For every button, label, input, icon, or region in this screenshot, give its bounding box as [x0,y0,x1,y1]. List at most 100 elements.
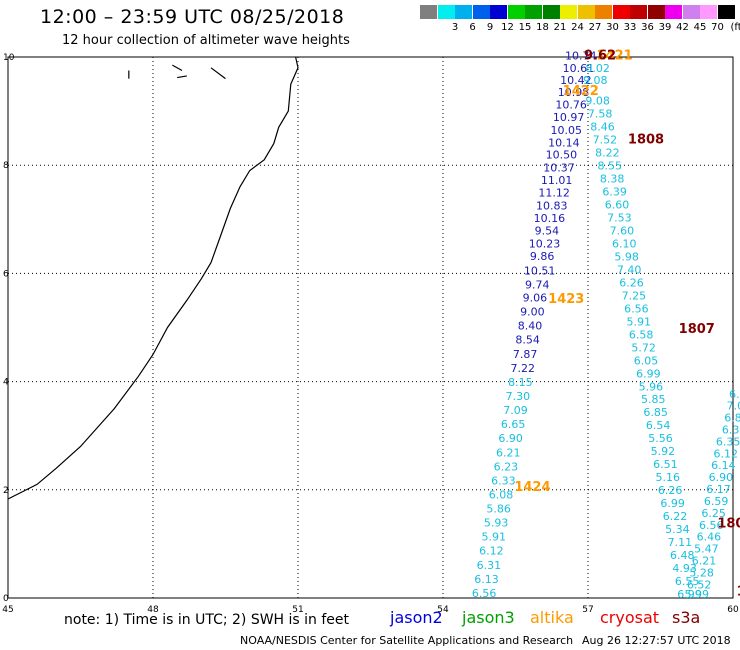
wave-height-value: 6.56 [624,302,649,315]
wave-height-value: 6.55 [675,575,700,588]
scale-label: 39 [658,22,672,33]
wave-height-value: 6.90 [709,471,734,484]
scale-label: 3 [451,22,459,33]
scale-label: 70 [711,22,724,33]
x-tick-label: 45 [2,605,13,615]
scale-swatch [507,5,525,19]
wave-height-value: 10.23 [529,237,561,250]
scale-label: 9 [486,22,494,33]
wave-height-value: 7.40 [617,263,642,276]
wave-height-value: 10.14 [548,136,580,149]
scale-swatch [420,5,437,19]
wave-height-value: 10.50 [546,149,578,162]
wave-height-value: 10.42 [560,74,592,87]
wave-height-value: 6.17 [706,483,731,496]
pass-label: 1421 [596,49,632,64]
island [172,64,183,72]
wave-height-value: 4.93 [672,562,697,575]
x-tick-label: 51 [292,605,303,615]
scale-swatch [717,5,735,19]
scale-label: 15 [518,22,532,33]
wave-height-value: 9.74 [525,279,550,292]
y-tick-label: 4 [3,378,9,388]
wave-height-value: 8.46 [590,121,615,134]
scale-swatch [560,5,577,19]
wave-height-value: 5.98 [614,250,639,263]
wave-height-value: 11.01 [541,174,573,187]
scale-swatch [525,5,542,19]
units-note: note: 1) Time is in UTC; 2) SWH is in fe… [64,612,350,628]
scale-label: 12 [501,22,514,33]
legend-item-jason3: jason3 [462,608,515,627]
scale-label: 42 [676,22,689,33]
wave-height-value: 6.99 [677,588,702,601]
wave-height-value: 6.25 [701,507,726,520]
wave-height-value: 7.0 [727,400,740,413]
wave-height-value: 5.72 [631,341,656,354]
wave-height-value: 9.08 [583,74,608,87]
y-tick-label: 0 [3,594,9,604]
island [177,75,187,79]
pass-label: 1805 [737,584,740,599]
wave-height-value: 10.97 [553,111,585,124]
wave-height-value: 6.21 [496,446,521,459]
wave-height-value: 7.58 [588,108,613,121]
wave-height-value: 6.26 [619,276,644,289]
scale-swatch [437,5,455,19]
wave-height-value: 6.8 [724,412,740,425]
wave-height-value: 6.9 [729,388,740,401]
wave-height-value: 9.08 [585,95,610,108]
scale-swatch [542,5,560,19]
wave-height-value: 5.91 [627,315,652,328]
wave-height-value: 6.23 [494,460,519,473]
wave-height-value: 8.02 [585,62,610,75]
wave-height-value: 6.60 [605,198,630,211]
scale-unit: (ft) [730,22,740,33]
wave-height-value: 5.85 [641,393,666,406]
wave-height-value: 10.16 [534,212,566,225]
wave-height-value: 6.85 [643,406,668,419]
scale-label: 30 [606,22,619,33]
wave-height-value: 5.28 [689,566,714,579]
wave-height-value: 6.58 [629,328,654,341]
wave-height-value: 6.65 [501,418,526,431]
island [210,67,226,80]
wave-height-value: 6.90 [498,432,523,445]
wave-height-value: 8.54 [515,334,540,347]
scale-label: 18 [536,22,549,33]
legend-item-altika: altika [530,608,574,627]
y-tick-label: 2 [3,486,9,496]
wave-height-value: 5.86 [486,503,511,516]
scale-label: 45 [693,22,707,33]
wave-height-value: 6.08 [489,488,514,501]
page-subtitle: 12 hour collection of altimeter wave hei… [62,33,350,48]
wave-height-value: 7.09 [503,404,528,417]
wave-height-value: 9.06 [523,292,548,305]
wave-height-value: 6.26 [658,484,683,497]
wave-height-value: 6.22 [663,510,688,523]
scale-swatch [595,5,612,19]
pass-label: 1808 [628,133,664,148]
scale-label: 33 [623,22,637,33]
credit-text: NOAA/NESDIS Center for Satellite Applica… [240,634,574,647]
pass-label: 1422 [563,84,599,99]
pass-label: 1807 [679,322,715,337]
wave-height-value: 8.15 [508,376,533,389]
wave-height-value: 6.99 [660,497,685,510]
map-frame [7,56,734,599]
pass-label: 9.62 [584,49,616,64]
wave-height-value: 10.83 [536,200,568,213]
wave-height-value: 7.60 [610,224,635,237]
wave-height-value: 5.91 [482,531,507,544]
wave-height-value: 6.12 [479,545,504,558]
wave-height-value: 7.30 [506,390,531,403]
timestamp-text: Aug 26 12:27:57 UTC 2018 [582,634,731,647]
wave-height-value: 5.99 [685,588,710,601]
wave-height-value: 6.10 [612,237,637,250]
y-tick-label: 10 [3,53,15,63]
wave-height-value: 10.05 [551,124,583,137]
scale-label: 6 [469,22,476,33]
wave-height-value: 10.61 [563,62,595,75]
wave-height-value: 6.99 [636,367,661,380]
